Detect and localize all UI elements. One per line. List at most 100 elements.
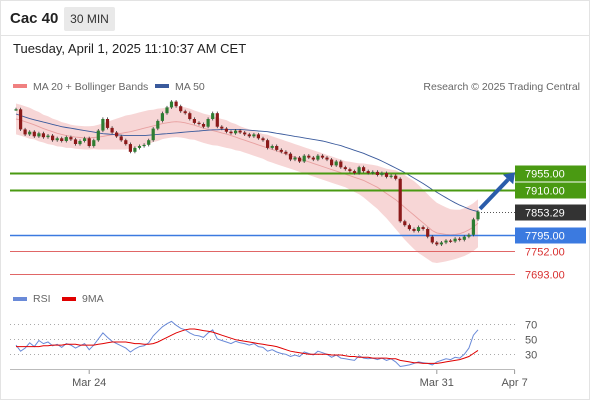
candle-body: [403, 221, 407, 226]
candle-body: [380, 173, 384, 175]
candle-body: [160, 113, 164, 121]
candle-body: [330, 159, 334, 166]
candle-body: [426, 229, 430, 237]
candle-body: [266, 140, 270, 148]
candle-body: [201, 124, 206, 127]
candle-body: [19, 109, 23, 130]
support-1-label: 7752.00: [525, 247, 565, 259]
candle-body: [192, 119, 196, 123]
timeframe-button[interactable]: 30 MIN: [64, 7, 115, 31]
candle-body: [444, 240, 448, 243]
candle-body: [462, 236, 466, 240]
candle-body: [41, 133, 45, 138]
forecast-arrow-shaft: [478, 178, 510, 211]
candle-body: [51, 135, 55, 141]
candle-body: [37, 133, 41, 137]
price-levels: 7955.00 7910.00 7853.29 7795.00 7752.00 7693.…: [10, 165, 586, 282]
candle-body: [467, 234, 471, 237]
x-tick-label: Apr 7: [501, 377, 527, 389]
candle-body: [156, 120, 160, 129]
candle-body: [188, 113, 192, 119]
candle-body: [421, 227, 425, 229]
candle-body: [165, 107, 169, 114]
candle-body: [435, 242, 439, 245]
rsi-ma-line: [16, 328, 479, 364]
candle-body: [183, 111, 187, 114]
resistance-1-tag-bg: [515, 182, 586, 199]
legend-ma50-swatch: [155, 84, 169, 88]
candle-body: [174, 101, 178, 107]
candle-body: [362, 167, 366, 172]
copyright-credit: Research © 2025 Trading Central: [423, 81, 580, 93]
x-tick-label: Mar 24: [72, 377, 106, 389]
candle-body: [101, 119, 105, 131]
resistance-2-tag-bg: [515, 165, 586, 182]
candle-body: [96, 130, 100, 141]
candle-body: [471, 219, 475, 235]
candle-body: [352, 171, 357, 173]
resistance-2-tag: 7955.00: [515, 165, 586, 182]
candle-body: [229, 131, 233, 134]
candle-body: [124, 140, 128, 145]
candle-body: [110, 127, 114, 133]
candle-body: [55, 138, 59, 141]
candle-body: [220, 126, 224, 129]
candle-body: [60, 138, 64, 141]
candle-body: [371, 171, 375, 174]
candle-body: [279, 149, 283, 152]
header: Cac 40 30 MIN: [0, 0, 590, 35]
time-axis: Mar 24 Mar 31 Apr 7: [72, 370, 528, 389]
candle-body: [375, 171, 379, 175]
current-tag-bg: [515, 204, 586, 221]
candle-body: [14, 109, 18, 111]
resistance-1-tag: 7910.00: [515, 182, 586, 199]
candle-body: [298, 157, 302, 162]
candle-body: [458, 238, 462, 240]
candle-body: [384, 173, 389, 177]
candle-body: [256, 134, 260, 139]
rsi-line: [15, 320, 479, 368]
candle-body: [179, 106, 183, 112]
candle-body: [320, 155, 325, 158]
candle-body: [142, 144, 146, 147]
pivot-tag: 7795.00: [515, 227, 586, 244]
candle-body: [288, 153, 293, 160]
rsi-panel: 70 50 30: [10, 320, 537, 368]
legend-rsi-swatch: [13, 297, 27, 301]
candle-body: [133, 147, 137, 152]
candle-body: [398, 178, 402, 222]
candle-body: [87, 138, 91, 146]
candle-body: [83, 138, 87, 141]
candle-body: [105, 119, 110, 128]
candle-body: [366, 171, 370, 173]
candle-body: [215, 113, 219, 127]
candle-body: [28, 131, 32, 135]
ma50-line: [15, 113, 479, 213]
candle-body: [389, 175, 393, 177]
rsi-level-label-50: 50: [525, 335, 537, 347]
candle-body: [416, 227, 421, 231]
candle-body: [73, 139, 78, 144]
candle-body: [64, 137, 68, 141]
legend-rsi-ma-label: 9MA: [82, 293, 104, 305]
candle-body: [23, 129, 27, 135]
candle-body: [302, 155, 306, 162]
legend-rsi: RSI 9MA: [13, 293, 104, 305]
candle-body: [69, 137, 73, 140]
candle-body: [307, 155, 311, 158]
candle-body: [439, 242, 443, 245]
legend-bollinger-swatch: [13, 84, 27, 88]
candle-body: [339, 161, 343, 168]
candle-body: [211, 113, 215, 119]
candle-body: [169, 101, 174, 108]
legend-ma50: MA 50: [175, 81, 205, 93]
current-label: 7853.29: [525, 208, 565, 220]
candle-body: [115, 132, 119, 137]
candle-body: [343, 167, 347, 170]
candle-body: [147, 140, 151, 145]
forecast-arrow: [478, 172, 515, 211]
candle-body: [234, 130, 238, 134]
bollinger-bands: [16, 103, 478, 263]
candles: [14, 100, 480, 246]
legend-main: MA 20 + Bollinger Bands MA 50 Research ©…: [13, 81, 580, 93]
